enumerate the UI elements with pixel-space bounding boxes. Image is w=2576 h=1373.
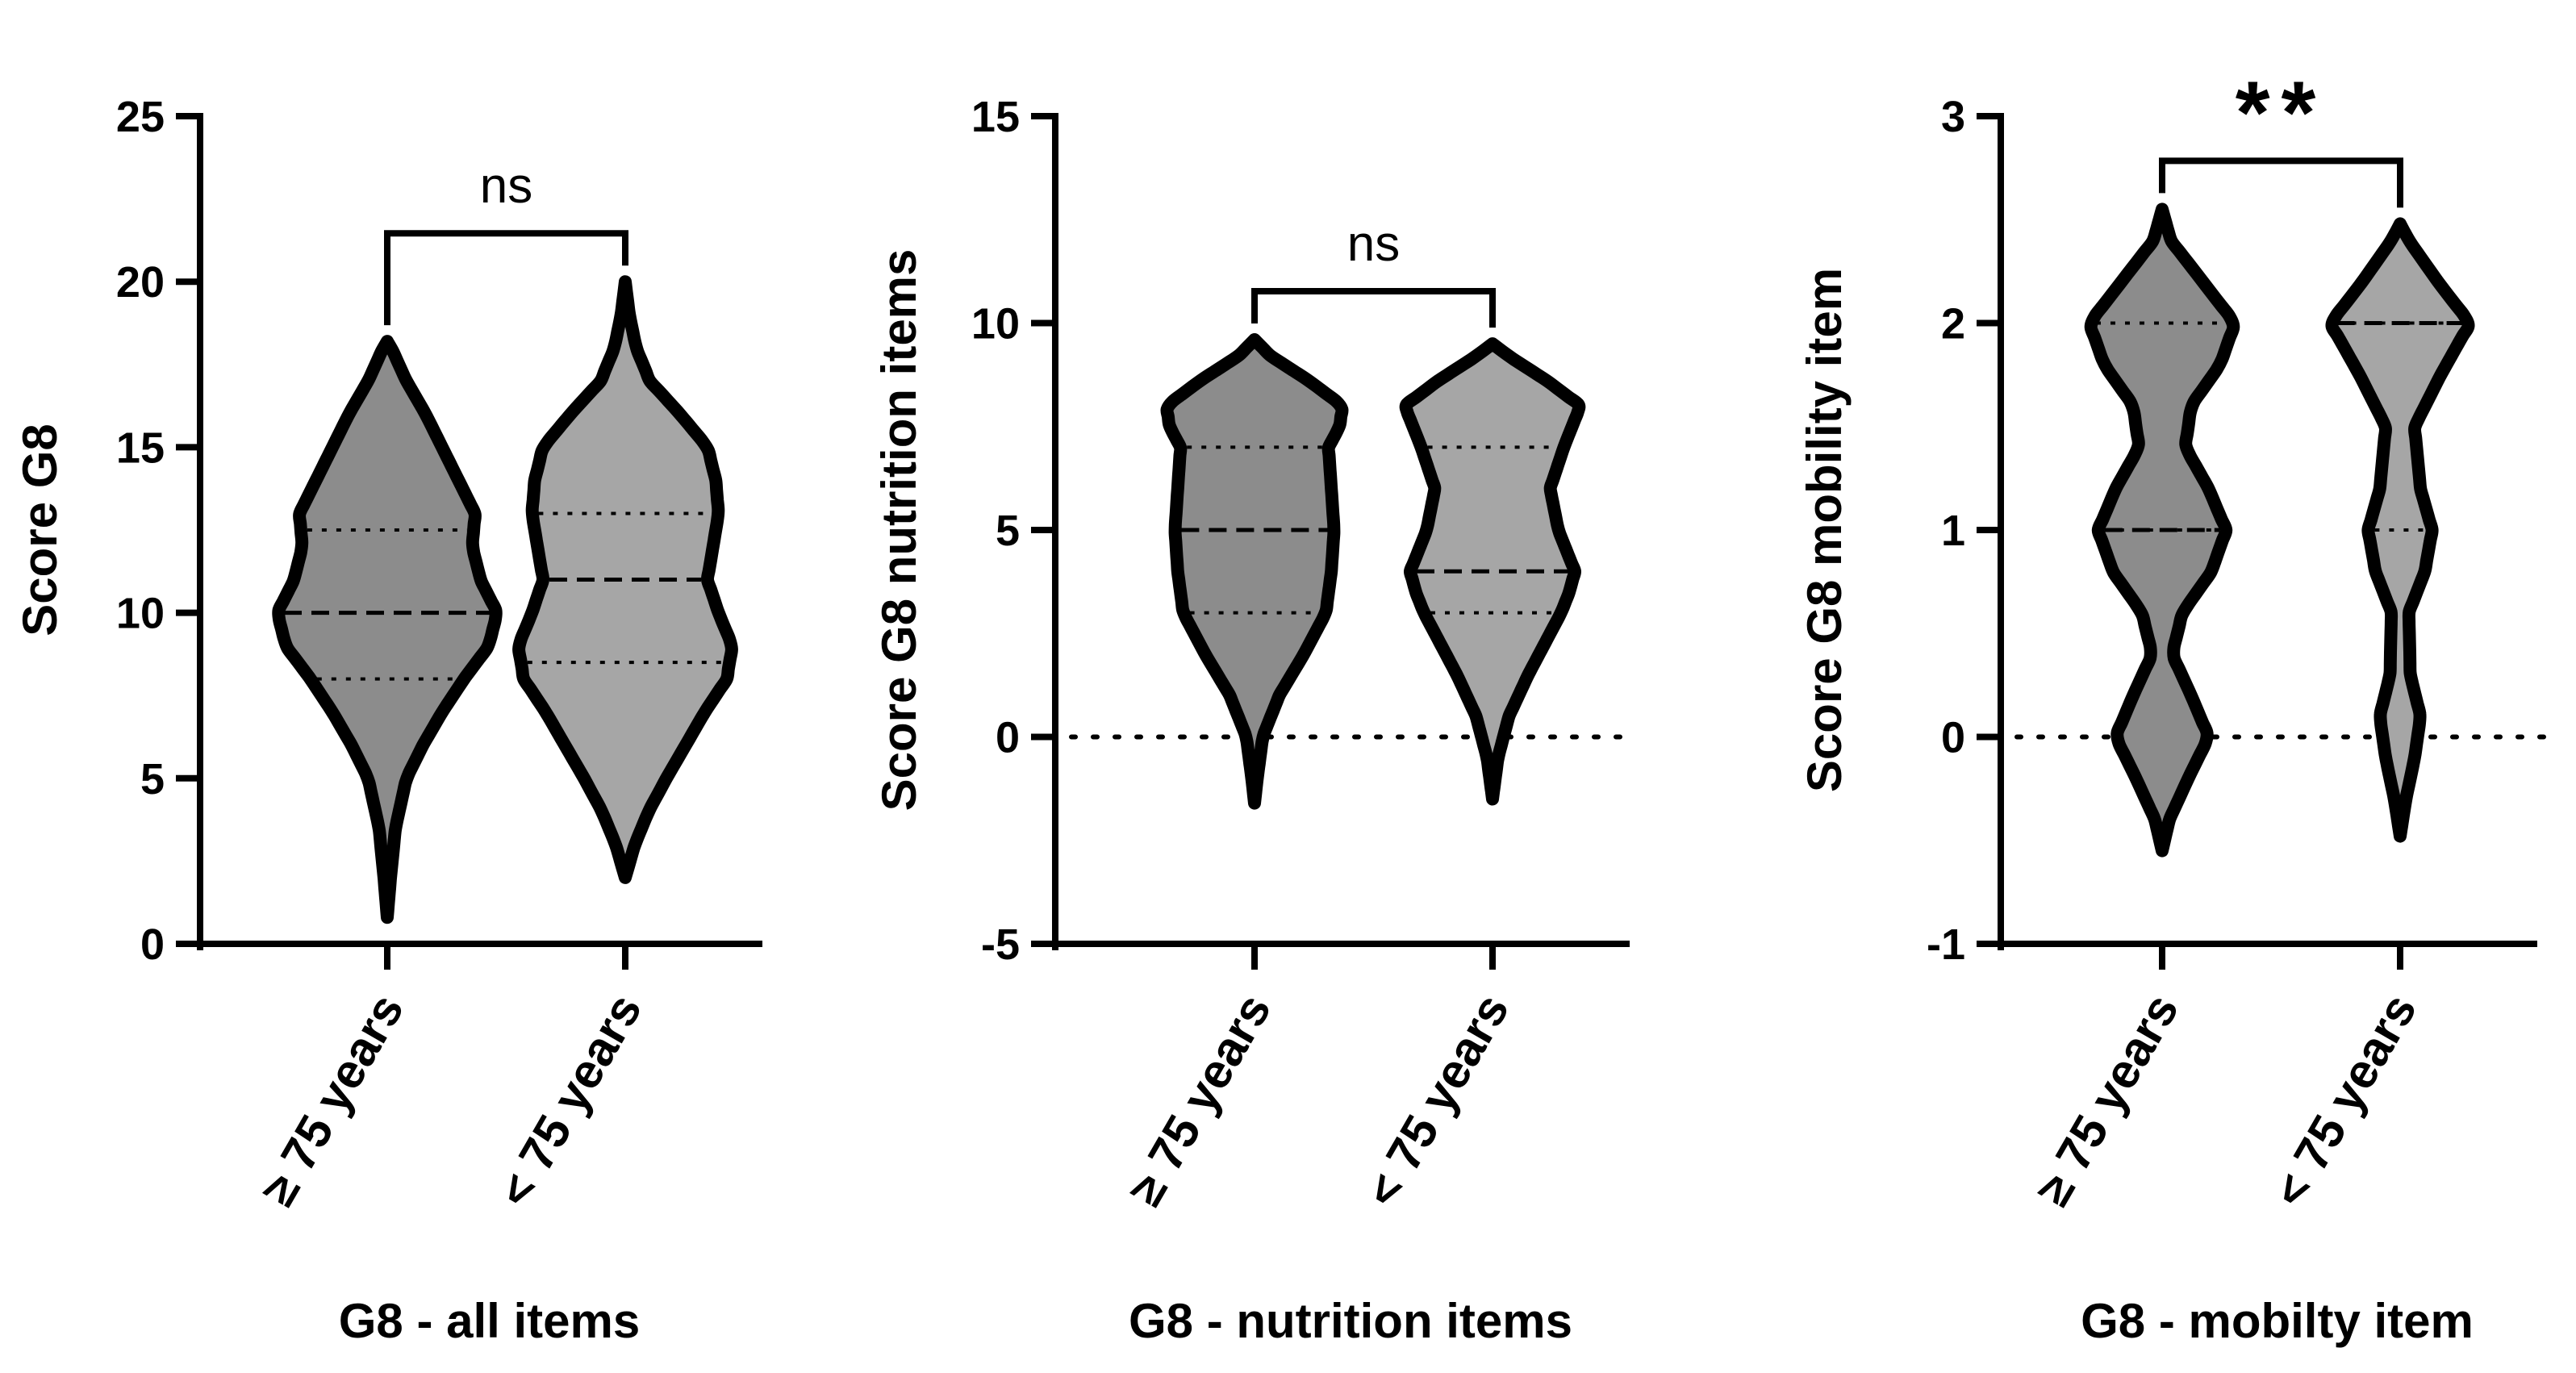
y-tick-label: 0 (140, 920, 165, 969)
x-tick-label: < 75 years (2262, 985, 2427, 1216)
x-tick-label: ≥ 75 years (2025, 985, 2189, 1215)
significance-bracket (1251, 288, 1496, 328)
violin-body (2325, 217, 2475, 843)
y-tick-label: 0 (1941, 714, 1965, 762)
significance-label: ** (2236, 63, 2328, 162)
y-axis-title: Score G8 nutrition items (872, 249, 926, 812)
panel-nutrition-items: -5 0 5 10 15 ≥ 75 years < 75 years G8 - nutriti… (872, 93, 1640, 1348)
y-tick-label: -5 (981, 920, 1020, 969)
y-tick-label: 5 (996, 507, 1020, 555)
violin-body (1399, 337, 1586, 806)
significance-bracket (384, 230, 628, 326)
x-axis-title: G8 - all items (339, 1294, 640, 1348)
y-tick-label: 15 (971, 93, 1020, 141)
violin-body (272, 335, 503, 924)
y-tick-label: 10 (971, 300, 1020, 348)
x-tick-label: < 75 years (487, 985, 652, 1216)
y-tick-label: 0 (996, 714, 1020, 762)
violin-75-years (2325, 217, 2475, 843)
y-axis-title: Score G8 (13, 424, 67, 636)
violin-75-years (2084, 202, 2240, 858)
violin-body (512, 275, 738, 884)
y-axis-title: Score G8 mobility item (1797, 268, 1852, 792)
x-tick-label: ≥ 75 years (250, 985, 414, 1215)
x-axis-title: G8 - nutrition items (1129, 1294, 1572, 1348)
x-tick-label: < 75 years (1355, 985, 1519, 1216)
violin-75-years (512, 275, 738, 884)
significance-bracket (2159, 157, 2403, 208)
y-tick-label: 2 (1941, 300, 1965, 348)
x-tick-label: ≥ 75 years (1117, 985, 1281, 1215)
y-tick-label: 20 (116, 258, 165, 307)
x-axis-title: G8 - mobilty item (2081, 1294, 2474, 1348)
y-tick-label: 25 (116, 93, 165, 141)
panel-all-items: 0 5 10 15 20 25 ≥ 75 years < 75 years G8 - all i… (13, 93, 762, 1348)
y-tick-label: 10 (116, 590, 165, 638)
violin-75-years (1399, 337, 1586, 806)
violin-body (1160, 333, 1349, 810)
y-tick-label: 5 (140, 755, 165, 803)
y-tick-label: -1 (1927, 920, 1965, 969)
y-tick-label: 15 (116, 424, 165, 472)
y-tick-label: 3 (1941, 93, 1965, 141)
panel-mobility-item: -1 0 1 2 3 ≥ 75 years < 75 years G8 - mobilty i… (1797, 63, 2548, 1348)
y-tick-label: 1 (1941, 507, 1965, 555)
violin-75-years (272, 335, 503, 924)
violin-75-years (1160, 333, 1349, 810)
significance-label: ns (480, 158, 532, 214)
significance-label: ns (1347, 216, 1400, 272)
